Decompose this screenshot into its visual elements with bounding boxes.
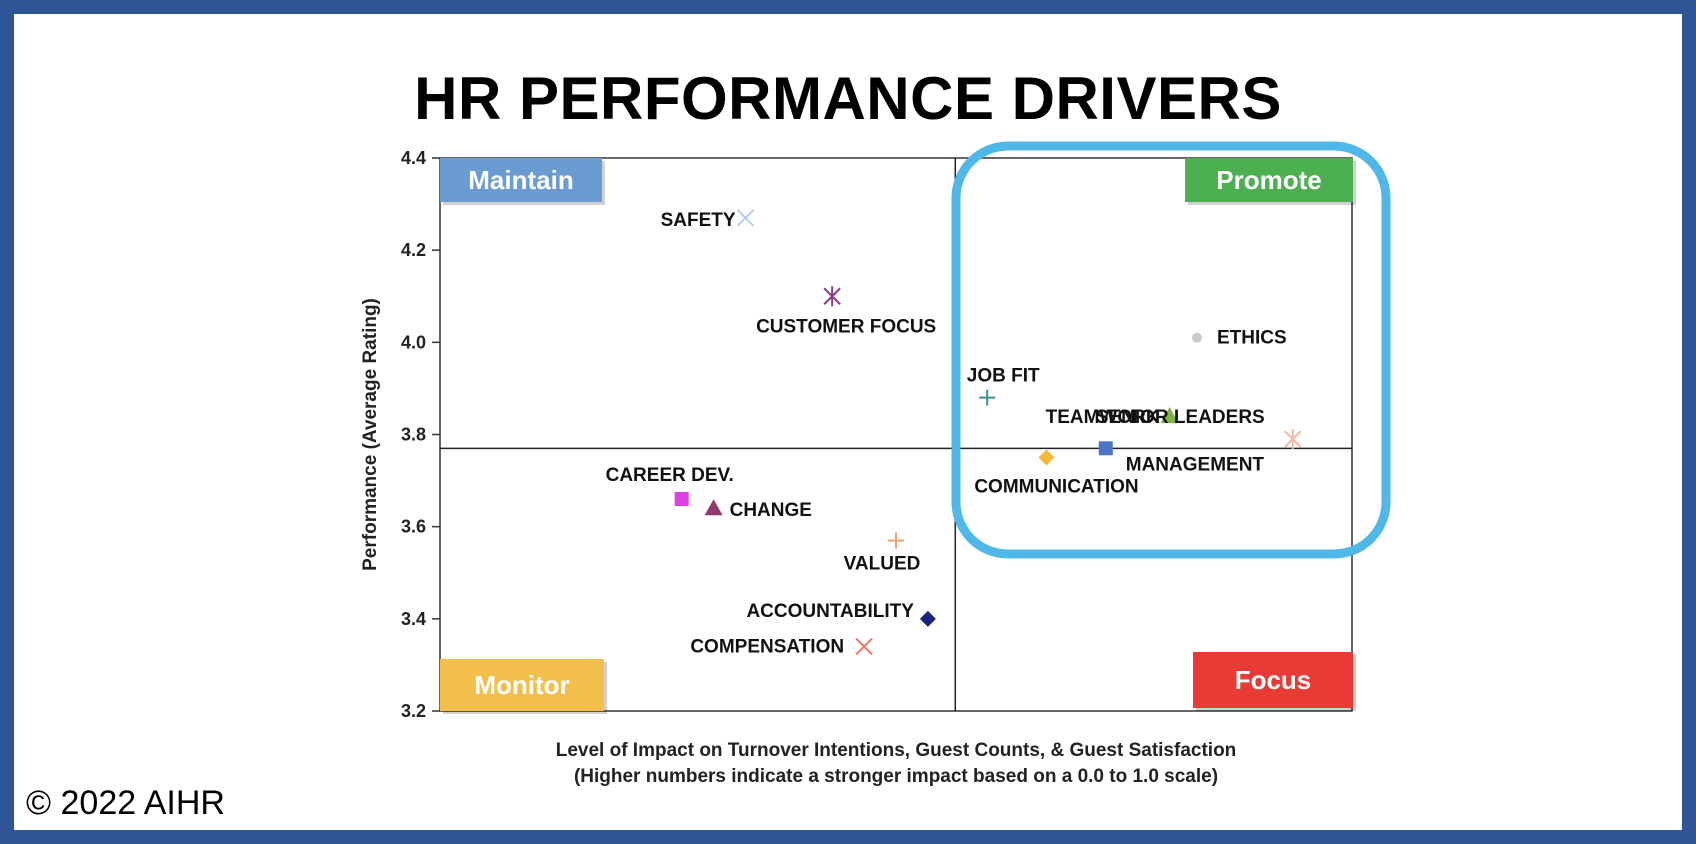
quadrant-label: Monitor (474, 670, 569, 700)
quadrant-box (440, 158, 602, 202)
plot-border (439, 157, 1353, 712)
point-label: ACCOUNTABILITY (746, 601, 914, 622)
quadrant-maintain: Maintain (440, 158, 605, 205)
point-change: CHANGE (704, 499, 812, 521)
slide-frame: HR PERFORMANCE DRIVERS © 2022 AIHR (14, 14, 1682, 830)
y-tick-label: 3.4 (401, 609, 426, 629)
data-points: SAFETY CUSTOMER FOCUS ETHICS JOB FIT TEAMWOR… (606, 209, 1302, 657)
point-teamwork: TEAMWORK (1046, 407, 1179, 428)
point-valued: VALUED (844, 532, 921, 574)
chart-title: HR PERFORMANCE DRIVERS (414, 65, 1282, 132)
point-senior-leaders: SENIOR LEADERS (1096, 407, 1302, 450)
y-tick-label: 3.2 (401, 701, 426, 721)
point-label: JOB FIT (967, 366, 1040, 387)
quadrant-monitor: Monitor (440, 659, 607, 714)
point-marker (823, 286, 841, 307)
point-label: CUSTOMER FOCUS (756, 316, 936, 337)
point-ethics: ETHICS (1191, 328, 1287, 349)
y-tick-label: 4.2 (401, 240, 426, 260)
highlight-box (951, 141, 1391, 559)
point-accountability: ACCOUNTABILITY (746, 601, 936, 627)
copyright-notice: © 2022 AIHR (26, 784, 225, 822)
point-label: TEAMWORK (1046, 407, 1160, 428)
quadrant-box (440, 659, 604, 711)
y-tick-label: 4.4 (401, 148, 426, 168)
quadrant-labels: Maintain Promote Monitor Focus (440, 158, 1356, 714)
quadrant-promote: Promote (1185, 158, 1356, 205)
point-job-fit: JOB FIT (967, 366, 1040, 406)
point-safety: SAFETY (661, 209, 755, 231)
chart-axes: 4.4 4.2 4.0 3.8 3.6 3.4 3.2 (401, 148, 1353, 721)
y-tick-label: 4.0 (401, 332, 426, 352)
point-marker (979, 389, 996, 406)
point-marker (1038, 449, 1055, 466)
quadrant-label: Focus (1235, 665, 1312, 695)
point-label: CAREER DEV. (606, 465, 734, 486)
quadrant-focus: Focus (1193, 652, 1356, 711)
point-marker (1284, 429, 1302, 450)
point-marker (1191, 332, 1202, 343)
point-management: MANAGEMENT (1098, 441, 1265, 475)
point-label: ETHICS (1217, 328, 1287, 349)
point-label: SENIOR LEADERS (1096, 407, 1265, 428)
point-label: MANAGEMENT (1126, 454, 1265, 475)
x-axis-label: Level of Impact on Turnover Intentions, … (556, 740, 1237, 761)
promote-highlight (951, 141, 1391, 559)
quadrant-box (1185, 158, 1353, 202)
point-marker (674, 492, 689, 507)
y-axis-label: Performance (Average Rating) (360, 298, 381, 571)
y-tick-label: 3.6 (401, 517, 426, 537)
quadrant-label: Maintain (468, 165, 573, 195)
point-marker (855, 637, 873, 656)
point-label: COMMUNICATION (974, 477, 1138, 498)
point-label: CHANGE (730, 500, 812, 521)
point-marker (1160, 407, 1179, 424)
point-compensation: COMPENSATION (690, 636, 873, 657)
point-label: COMPENSATION (690, 636, 844, 657)
quadrant-box (1193, 652, 1353, 708)
point-marker (1098, 441, 1113, 456)
point-marker (919, 610, 936, 627)
point-label: VALUED (844, 553, 921, 574)
quadrant-label: Promote (1216, 165, 1321, 195)
x-axis-note: (Higher numbers indicate a stronger impa… (574, 766, 1218, 787)
point-communication: COMMUNICATION (974, 449, 1139, 498)
point-marker (704, 499, 723, 516)
point-customer-focus: CUSTOMER FOCUS (756, 286, 936, 337)
point-career-dev: CAREER DEV. (606, 465, 734, 507)
point-marker (888, 532, 904, 549)
y-tick-label: 3.8 (401, 425, 426, 445)
point-marker (736, 209, 755, 227)
point-label: SAFETY (661, 210, 736, 231)
